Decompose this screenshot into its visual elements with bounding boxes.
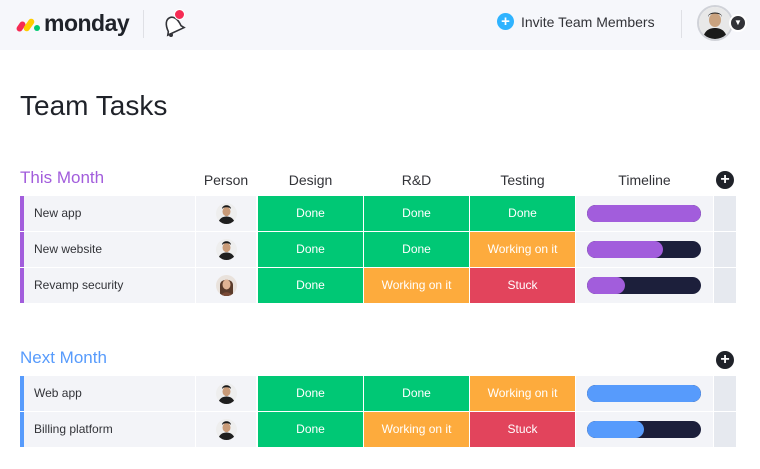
table-row[interactable]: New website Done Done Working on it bbox=[20, 232, 736, 267]
status-cell-design[interactable]: Done bbox=[258, 376, 363, 411]
invite-label: Invite Team Members bbox=[521, 13, 655, 30]
timeline-fill bbox=[587, 421, 644, 438]
item-name-cell[interactable]: Billing platform bbox=[20, 412, 195, 447]
man-avatar-icon bbox=[216, 419, 237, 440]
man-avatar-icon bbox=[216, 383, 237, 404]
timeline-cell[interactable] bbox=[576, 196, 713, 231]
item-name[interactable]: Web app bbox=[34, 386, 82, 400]
status-cell-rd[interactable]: Working on it bbox=[364, 412, 469, 447]
person-cell[interactable] bbox=[196, 376, 256, 411]
monday-logo[interactable]: monday bbox=[15, 10, 130, 37]
woman-avatar-icon bbox=[216, 275, 237, 296]
table-row[interactable]: Billing platform Done Working on it Stuck bbox=[20, 412, 736, 447]
timeline-fill bbox=[587, 385, 701, 402]
person-cell[interactable] bbox=[196, 268, 256, 303]
item-name-cell[interactable]: Web app bbox=[20, 376, 195, 411]
group-title[interactable]: Next Month bbox=[20, 348, 107, 367]
row-end-cell bbox=[714, 232, 736, 267]
row-end-cell bbox=[714, 412, 736, 447]
add-column-icon[interactable]: + bbox=[716, 351, 734, 369]
item-name-cell[interactable]: New app bbox=[20, 196, 195, 231]
status-cell-design[interactable]: Done bbox=[258, 412, 363, 447]
person-cell[interactable] bbox=[196, 232, 256, 267]
row-end-cell bbox=[714, 376, 736, 411]
timeline-bar[interactable] bbox=[587, 385, 701, 402]
timeline-bar[interactable] bbox=[587, 241, 701, 258]
notifications-bell-icon[interactable] bbox=[160, 9, 186, 39]
person-cell[interactable] bbox=[196, 412, 256, 447]
timeline-cell[interactable] bbox=[576, 232, 713, 267]
status-cell-testing[interactable]: Working on it bbox=[470, 376, 575, 411]
table-row[interactable]: Web app Done Done Working on it bbox=[20, 376, 736, 411]
divider bbox=[143, 10, 144, 38]
column-header-timeline[interactable]: Timeline bbox=[618, 172, 671, 188]
status-cell-rd[interactable]: Working on it bbox=[364, 268, 469, 303]
timeline-fill bbox=[587, 277, 625, 294]
status-cell-testing[interactable]: Stuck bbox=[470, 268, 575, 303]
user-menu[interactable]: ▼ bbox=[697, 4, 749, 42]
timeline-bar[interactable] bbox=[587, 421, 701, 438]
timeline-cell[interactable] bbox=[576, 412, 713, 447]
item-name[interactable]: New app bbox=[34, 206, 82, 220]
man-avatar-icon bbox=[216, 203, 237, 224]
item-name[interactable]: Billing platform bbox=[34, 422, 113, 436]
item-name-cell[interactable]: New website bbox=[20, 232, 195, 267]
timeline-fill bbox=[587, 205, 701, 222]
person-cell[interactable] bbox=[196, 196, 256, 231]
plus-icon: + bbox=[497, 13, 514, 30]
item-name[interactable]: Revamp security bbox=[34, 278, 124, 292]
column-header-rd[interactable]: R&D bbox=[401, 172, 432, 188]
item-name[interactable]: New website bbox=[34, 242, 103, 256]
item-name-cell[interactable]: Revamp security bbox=[20, 268, 195, 303]
status-cell-testing[interactable]: Working on it bbox=[470, 232, 575, 267]
status-cell-testing[interactable]: Done bbox=[470, 196, 575, 231]
timeline-cell[interactable] bbox=[576, 376, 713, 411]
row-end-cell bbox=[714, 268, 736, 303]
divider bbox=[681, 10, 682, 38]
column-header-person[interactable]: Person bbox=[203, 172, 249, 188]
brand-name: monday bbox=[44, 10, 130, 36]
row-end-cell bbox=[714, 196, 736, 231]
column-header-testing[interactable]: Testing bbox=[500, 172, 545, 188]
status-cell-rd[interactable]: Done bbox=[364, 196, 469, 231]
status-cell-rd[interactable]: Done bbox=[364, 376, 469, 411]
group-title[interactable]: This Month bbox=[20, 168, 105, 187]
timeline-cell[interactable] bbox=[576, 268, 713, 303]
table-row[interactable]: New app Done Done Done bbox=[20, 196, 736, 231]
status-cell-design[interactable]: Done bbox=[258, 268, 363, 303]
column-header-design[interactable]: Design bbox=[288, 172, 333, 188]
timeline-fill bbox=[587, 241, 664, 258]
timeline-bar[interactable] bbox=[587, 205, 701, 222]
table-row[interactable]: Revamp security Done Working on it Stuck bbox=[20, 268, 736, 303]
top-bar: monday + Invite Team Members ▼ bbox=[0, 0, 760, 50]
status-cell-design[interactable]: Done bbox=[258, 196, 363, 231]
timeline-bar[interactable] bbox=[587, 277, 701, 294]
add-column-icon[interactable]: + bbox=[716, 171, 734, 189]
status-cell-testing[interactable]: Stuck bbox=[470, 412, 575, 447]
status-cell-rd[interactable]: Done bbox=[364, 232, 469, 267]
notification-badge bbox=[174, 9, 185, 20]
man-avatar-icon bbox=[216, 239, 237, 260]
invite-team-members-button[interactable]: + Invite Team Members bbox=[497, 13, 655, 30]
user-avatar-icon bbox=[697, 5, 733, 41]
chevron-down-icon[interactable]: ▼ bbox=[729, 14, 747, 32]
page-title: Team Tasks bbox=[20, 90, 168, 121]
status-cell-design[interactable]: Done bbox=[258, 232, 363, 267]
monday-logo-icon bbox=[15, 14, 40, 34]
